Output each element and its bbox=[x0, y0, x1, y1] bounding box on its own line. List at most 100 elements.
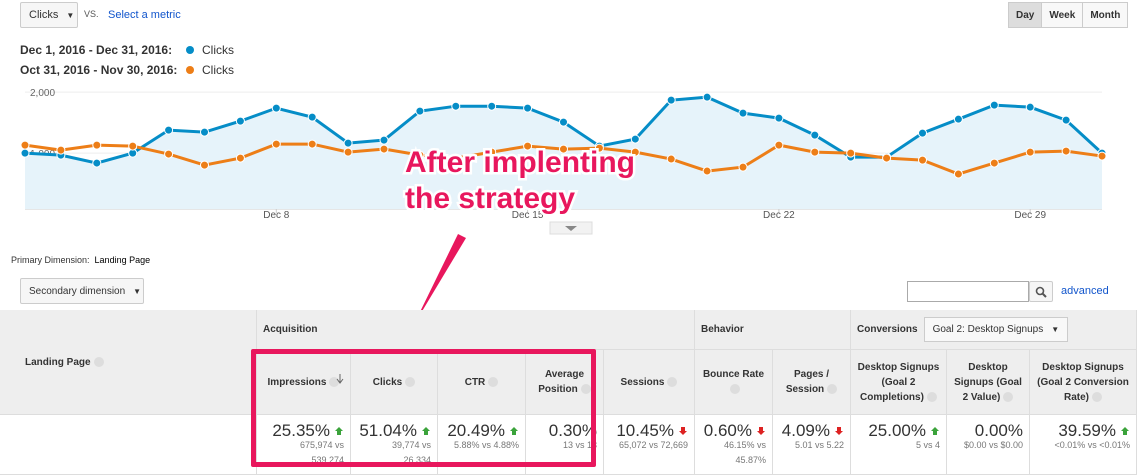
point bbox=[164, 125, 174, 135]
point bbox=[953, 114, 963, 124]
column-header[interactable]: Impressions bbox=[257, 350, 351, 415]
cell-value: 0.00% bbox=[974, 421, 1023, 440]
point bbox=[415, 150, 425, 160]
data-cell: 20.49% 5.88% vs 4.88% bbox=[438, 415, 526, 475]
search-button[interactable] bbox=[1029, 281, 1053, 302]
column-label: Clicks bbox=[373, 375, 416, 390]
point bbox=[164, 149, 174, 159]
primary-dimension-value: Landing Page bbox=[94, 255, 151, 265]
trend-arrow bbox=[679, 426, 687, 435]
point bbox=[200, 127, 209, 137]
legend-name: Clicks bbox=[202, 63, 234, 77]
cell-detail: 675,974 vs 539,274 bbox=[299, 440, 344, 465]
select-metric[interactable]: Select a metric bbox=[108, 9, 181, 21]
secondary-dimension[interactable]: Secondary dimension ▼ bbox=[20, 278, 144, 304]
point bbox=[92, 158, 102, 168]
point bbox=[918, 155, 927, 165]
point bbox=[271, 103, 281, 113]
column-label: CTR bbox=[465, 375, 499, 390]
column-header[interactable]: Desktop Signups (Goal 2 Completions) bbox=[851, 350, 947, 415]
group-label: Conversions bbox=[857, 324, 918, 335]
trend-arrow bbox=[422, 426, 430, 435]
column-header[interactable]: Desktop Signups (Goal 2 Value) bbox=[947, 350, 1030, 415]
help-icon bbox=[93, 357, 104, 367]
data-cell: 0.30% 13 vs 13 bbox=[526, 415, 604, 475]
trend-arrow-shape bbox=[422, 426, 430, 435]
legend-dot bbox=[186, 66, 194, 74]
first-column-header: Landing Page bbox=[0, 310, 257, 415]
help-icon bbox=[1092, 391, 1102, 402]
cell-value: 0.60% bbox=[703, 421, 752, 440]
metric-select[interactable]: Clicks ▼ bbox=[20, 2, 78, 28]
group-header: Acquisition bbox=[257, 310, 695, 350]
period-button[interactable]: Month bbox=[1083, 2, 1129, 28]
group-label: Behavior bbox=[701, 324, 744, 335]
group-header: Behavior bbox=[695, 310, 851, 350]
help-icon bbox=[667, 376, 678, 387]
point bbox=[1061, 146, 1071, 156]
trend-arrow-shape bbox=[510, 426, 518, 435]
column-header[interactable]: CTR bbox=[438, 350, 526, 415]
trend-arrow bbox=[1121, 426, 1129, 435]
period-buttons: Day Week Month bbox=[1008, 2, 1129, 28]
cell-detail: 46.15% vs 45.87% bbox=[723, 440, 766, 465]
point bbox=[989, 100, 999, 110]
cell-detail: 13 vs 13 bbox=[562, 440, 597, 450]
point bbox=[415, 106, 425, 116]
point bbox=[702, 166, 712, 176]
column-label: Sessions bbox=[621, 375, 678, 390]
help-icon bbox=[827, 384, 838, 395]
column-header[interactable]: Pages / Session bbox=[773, 350, 851, 415]
point bbox=[918, 128, 927, 138]
trend-arrow-shape bbox=[757, 426, 765, 435]
point bbox=[379, 144, 389, 154]
column-header[interactable]: Bounce Rate bbox=[695, 350, 773, 415]
period-button[interactable]: Day bbox=[1008, 2, 1043, 28]
search-box[interactable] bbox=[907, 281, 1029, 302]
legend-entry: Dec 1, 2016 - Dec 31, 2016: Clicks bbox=[20, 43, 234, 57]
point bbox=[1097, 151, 1107, 161]
y-tick-label: 2,000 bbox=[30, 88, 55, 99]
legend-entry: Oct 31, 2016 - Nov 30, 2016: Clicks bbox=[20, 63, 234, 77]
column-label-text: Average Position bbox=[538, 369, 585, 395]
x-tick-label: Dec 15 bbox=[512, 210, 544, 221]
data-cell: 10.45% 65,072 vs 72,669 bbox=[604, 415, 695, 475]
column-label-text: Pages / Session bbox=[785, 369, 830, 395]
column-label: Average Position bbox=[529, 367, 600, 397]
primary-dimension: Primary Dimension: Landing Page bbox=[11, 255, 150, 265]
point bbox=[128, 141, 138, 151]
point bbox=[989, 158, 999, 168]
cell-detail: 5.88% vs 4.88% bbox=[453, 440, 519, 450]
point bbox=[307, 112, 317, 122]
point bbox=[523, 141, 533, 151]
help-icon bbox=[329, 376, 340, 387]
data-cell: 25.35% 675,974 vs 539,274 bbox=[257, 415, 351, 475]
point bbox=[666, 95, 676, 105]
point bbox=[594, 143, 604, 153]
legend-period: Oct 31, 2016 - Nov 30, 2016: bbox=[20, 63, 178, 77]
column-header[interactable]: Clicks bbox=[351, 350, 438, 415]
column-label-text: Desktop Signups (Goal 2 Conversion Rate) bbox=[1037, 361, 1129, 403]
value-line: 0.60% bbox=[703, 421, 766, 440]
point bbox=[487, 101, 497, 111]
column-label-text: Impressions bbox=[267, 376, 327, 388]
point bbox=[810, 147, 820, 157]
column-header[interactable]: Desktop Signups (Goal 2 Conversion Rate) bbox=[1030, 350, 1137, 415]
point bbox=[1061, 115, 1071, 125]
column-label: Impressions bbox=[268, 375, 340, 390]
trend-arrow-shape bbox=[1121, 426, 1129, 435]
point bbox=[559, 117, 568, 127]
legend-name: Clicks bbox=[202, 43, 234, 57]
goal-dropdown[interactable]: Goal 2: Desktop Signups ▼ bbox=[923, 317, 1069, 342]
column-header[interactable]: Average Position bbox=[526, 350, 604, 415]
column-header[interactable]: Sessions bbox=[604, 350, 695, 415]
help-icon bbox=[926, 391, 937, 402]
column-label: Desktop Signups (Goal 2 Completions) bbox=[854, 360, 943, 405]
point bbox=[487, 147, 497, 157]
value-line: 0.00% bbox=[974, 421, 1023, 440]
advanced-link[interactable]: advanced bbox=[1061, 285, 1109, 297]
period-button[interactable]: Week bbox=[1042, 2, 1084, 28]
cell-value: 4.09% bbox=[781, 421, 830, 440]
